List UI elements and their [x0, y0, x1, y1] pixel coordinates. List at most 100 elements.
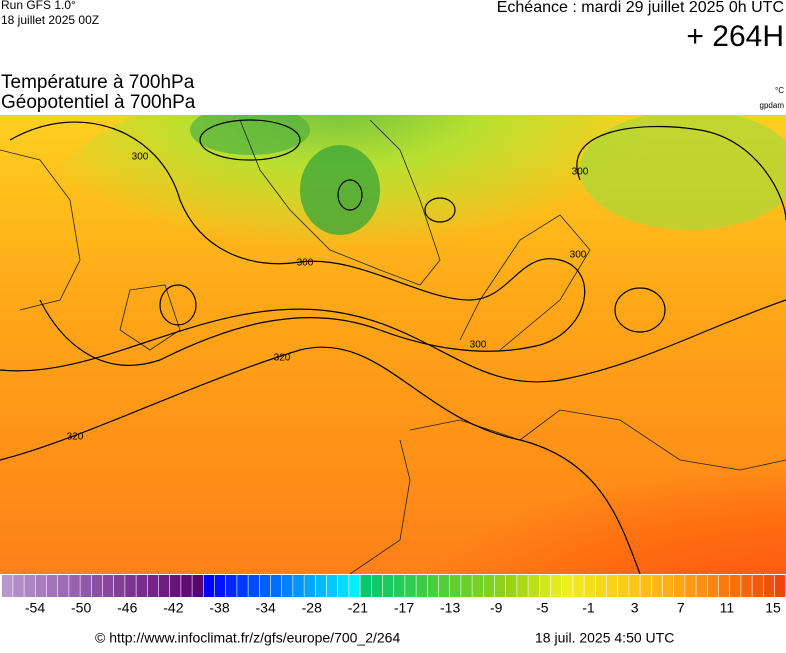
colorbar-swatch	[382, 575, 394, 597]
colorbar-label: -38	[209, 600, 229, 616]
colorbar-label: -21	[348, 600, 368, 616]
colorbar-swatch	[170, 575, 181, 597]
colorbar-label: 3	[631, 600, 639, 616]
colorbar-swatch	[125, 575, 136, 597]
contour-label: 300	[297, 258, 314, 269]
colorbar-swatch	[371, 575, 383, 597]
colorbar-swatch	[483, 575, 495, 597]
colorbar-swatch	[24, 575, 35, 597]
footer-url: © http://www.infoclimat.fr/z/gfs/europe/…	[95, 630, 400, 646]
colorbar-swatch	[237, 575, 248, 597]
colorbar-swatch	[2, 575, 13, 597]
colorbar-swatch	[461, 575, 472, 597]
contour-label: 300	[470, 340, 487, 351]
colorbar-swatch	[304, 575, 315, 597]
colorbar-swatch	[472, 575, 483, 597]
colorbar-swatch	[618, 575, 629, 597]
colorbar-swatch	[416, 575, 427, 597]
colorbar-swatch	[35, 575, 47, 597]
contour-label: 300	[572, 167, 589, 178]
colorbar-label: -17	[394, 600, 414, 616]
colorbar-label: -1	[582, 600, 595, 616]
colorbar-swatch	[203, 575, 215, 597]
colorbar-swatch	[752, 575, 763, 597]
colorbar-swatch	[13, 575, 24, 597]
colorbar-swatch	[517, 575, 528, 597]
colorbar-swatch	[181, 575, 192, 597]
colorbar-swatch	[651, 575, 663, 597]
colorbar-swatch	[718, 575, 730, 597]
colorbar-swatch	[528, 575, 539, 597]
colorbar-swatch	[573, 575, 584, 597]
colorbar-swatch	[102, 575, 114, 597]
colorbar-swatch	[774, 575, 786, 597]
colorbar-swatch	[707, 575, 719, 597]
colorbar-label: -13	[440, 600, 460, 616]
colorbar-swatch	[606, 575, 618, 597]
colorbar-swatch	[248, 575, 259, 597]
colorbar-swatch	[562, 575, 573, 597]
echeance: Echéance : mardi 29 juillet 2025 0h UTC	[497, 0, 784, 16]
colorbar-swatch	[349, 575, 360, 597]
colorbar-label: -34	[256, 600, 276, 616]
colorbar-swatch	[192, 575, 203, 597]
colorbar-swatch	[226, 575, 237, 597]
colorbar-swatch	[763, 575, 775, 597]
colorbar-swatch	[662, 575, 674, 597]
colorbar-swatch	[394, 575, 405, 597]
colorbar-swatch	[293, 575, 304, 597]
colorbar-swatch	[494, 575, 506, 597]
colorbar-label: 11	[720, 600, 735, 616]
colorbar-swatch	[640, 575, 651, 597]
colorbar-swatch	[696, 575, 707, 597]
colorbar-swatch	[270, 575, 282, 597]
colorbar-swatch	[450, 575, 461, 597]
colorbar-swatch	[214, 575, 226, 597]
colorbar-swatch	[539, 575, 551, 597]
colorbar-swatch	[584, 575, 595, 597]
colorbar-label: -50	[71, 600, 91, 616]
colorbar-label: -5	[536, 600, 549, 616]
title-temperature: Température à 700hPa	[1, 72, 195, 93]
colorbar-swatch	[326, 575, 338, 597]
colorbar-label: -28	[302, 600, 322, 616]
unit-temperature: °C	[775, 86, 784, 95]
colorbar-swatch	[315, 575, 327, 597]
colorbar-swatch	[338, 575, 349, 597]
contour-label: 320	[67, 432, 84, 443]
contour-label: 300	[570, 250, 587, 261]
unit-geopotential: gpdam	[760, 101, 785, 110]
run-date: 18 juillet 2025 00Z	[1, 13, 99, 27]
colorbar-label: 7	[677, 600, 685, 616]
colorbar-label: -46	[117, 600, 137, 616]
colorbar-swatch	[282, 575, 293, 597]
colorbar-swatch	[46, 575, 58, 597]
colorbar-swatch	[741, 575, 752, 597]
colorbar-swatch	[730, 575, 741, 597]
colorbar-swatch	[506, 575, 517, 597]
colorbar-swatch	[685, 575, 696, 597]
colorbar-swatch	[550, 575, 562, 597]
colorbar-swatch	[427, 575, 439, 597]
colorbar-swatch	[438, 575, 450, 597]
colorbar-label: 15	[765, 600, 781, 616]
colorbar-swatch	[136, 575, 147, 597]
contour-label: 320	[274, 353, 291, 364]
colorbar-swatch	[58, 575, 69, 597]
colorbar-swatch	[91, 575, 103, 597]
colorbar-label: -42	[163, 600, 183, 616]
colorbar-label: -54	[25, 600, 45, 616]
colorbar-swatch	[80, 575, 91, 597]
colorbar-swatch	[629, 575, 640, 597]
colorbar-swatch	[114, 575, 125, 597]
footer-timestamp: 18 juil. 2025 4:50 UTC	[535, 630, 674, 646]
colorbar-swatch	[595, 575, 607, 597]
colorbar-swatch	[147, 575, 159, 597]
colorbar-swatch	[69, 575, 80, 597]
title-geopotential: Géopotentiel à 700hPa	[1, 92, 196, 113]
map	[0, 115, 786, 574]
lead-time: + 264H	[686, 20, 784, 53]
contour-label: 300	[132, 152, 149, 163]
colorbar-swatch	[405, 575, 416, 597]
colorbar-swatch	[360, 575, 371, 597]
